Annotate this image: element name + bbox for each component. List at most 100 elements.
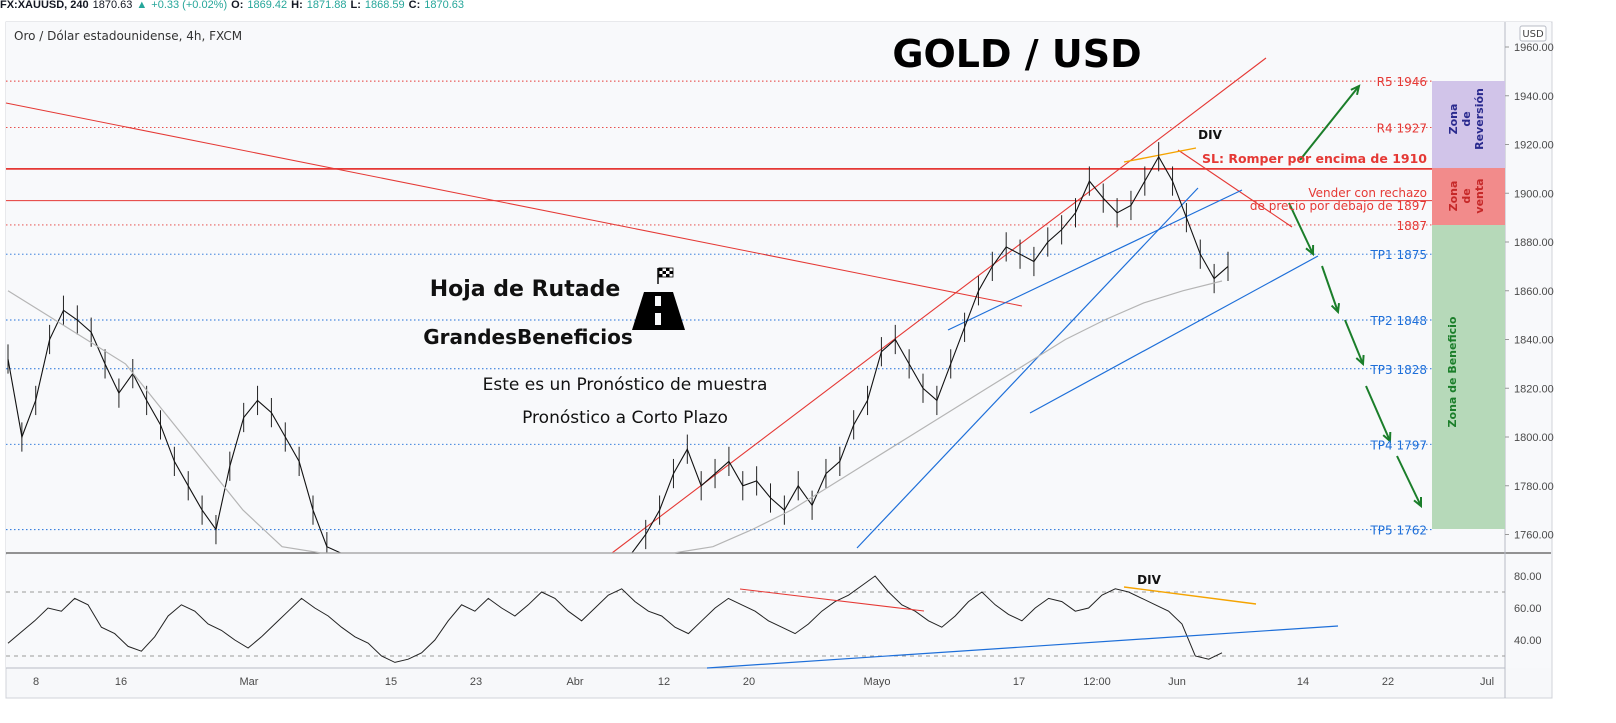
level-label: R5 1946 bbox=[1377, 75, 1427, 89]
channel-uptrend-line bbox=[611, 57, 1267, 554]
time-tick-label: Abr bbox=[566, 676, 583, 688]
arrow-head-icon bbox=[1355, 354, 1365, 367]
time-tick-label: 20 bbox=[743, 676, 755, 688]
price-tick-label: 1840.00 bbox=[1514, 335, 1554, 347]
short-downtrend-line bbox=[1177, 149, 1293, 228]
low-value: 1868.59 bbox=[364, 0, 405, 11]
oscillator-pane[interactable] bbox=[6, 555, 1551, 668]
price-tick-label: 1820.00 bbox=[1514, 383, 1554, 395]
reversal-zone-label: Zona de Reversión bbox=[1447, 88, 1486, 150]
sell-note-line2: de precio por debajo de 1897 bbox=[1250, 199, 1427, 213]
time-tick-label: 12 bbox=[658, 676, 670, 688]
open-label: O: bbox=[231, 0, 244, 11]
high-label: H: bbox=[291, 0, 303, 11]
level-lines bbox=[6, 80, 1432, 531]
svg-text:Zona de Beneficio: Zona de Beneficio bbox=[1446, 316, 1459, 427]
forecast-arrow bbox=[1299, 85, 1360, 161]
arrow-head-icon bbox=[1382, 431, 1392, 444]
forecast-arrow bbox=[1344, 319, 1364, 365]
svg-text:Zona: Zona bbox=[1447, 181, 1460, 212]
profit-zone-label: Zona de Beneficio bbox=[1446, 316, 1459, 427]
price-tick-label: 1880.00 bbox=[1514, 237, 1554, 249]
oscillator-divergence-red bbox=[739, 588, 925, 612]
price-change: +0.33 (+0.02%) bbox=[151, 0, 228, 11]
sample-forecast-line1: Este es un Pronóstico de muestra bbox=[483, 375, 768, 395]
arrow-head-icon bbox=[1413, 497, 1422, 509]
stop-loss-label: SL: Romper por encima de 1910 bbox=[1202, 151, 1427, 166]
currency-badge[interactable] bbox=[1519, 25, 1547, 42]
sample-forecast-line2: Pronóstico a Corto Plazo bbox=[522, 408, 728, 428]
time-tick-label: 15 bbox=[385, 676, 397, 688]
price-tick-label: 1960.00 bbox=[1514, 42, 1554, 54]
forecast-arrow bbox=[1365, 385, 1391, 442]
oscillator-line bbox=[7, 575, 1223, 663]
oscillator-trendline bbox=[706, 625, 1339, 669]
arrow-head-icon bbox=[1350, 84, 1361, 96]
level-label: TP3 1828 bbox=[1369, 363, 1427, 377]
symbol-name[interactable]: FX:XAUUSD, 240 bbox=[0, 0, 89, 11]
low-label: L: bbox=[350, 0, 361, 11]
time-tick-label: 8 bbox=[33, 676, 39, 688]
forecast-arrow bbox=[1396, 455, 1422, 507]
price-pane[interactable] bbox=[6, 22, 1551, 553]
forecast-arrow bbox=[1321, 265, 1339, 313]
symbol-header: FX:XAUUSD, 240 1870.63 ▲ +0.33 (+0.02%) O: 18… bbox=[0, 0, 1616, 14]
level-label: R4 1927 bbox=[1377, 121, 1427, 135]
time-tick-label: Mayo bbox=[864, 676, 891, 688]
long-downtrend-line bbox=[5, 102, 1023, 307]
open-value: 1869.42 bbox=[247, 0, 288, 11]
up-arrow-icon: ▲ bbox=[136, 0, 148, 11]
oscillator-tick-label: 60.00 bbox=[1514, 603, 1542, 615]
price-tick-label: 1760.00 bbox=[1514, 530, 1554, 542]
support-line-lower bbox=[1029, 255, 1319, 414]
price-tick-label: 1900.00 bbox=[1514, 188, 1554, 200]
level-label: TP4 1797 bbox=[1369, 438, 1427, 452]
high-value: 1871.88 bbox=[306, 0, 347, 11]
roadmap-title-line2: GrandesBeneficios bbox=[423, 325, 633, 349]
price-tick-label: 1920.00 bbox=[1514, 140, 1554, 152]
oscillator-divergence-orange bbox=[1123, 586, 1257, 605]
trend-lines bbox=[5, 57, 1319, 554]
svg-text:Reversión: Reversión bbox=[1473, 88, 1486, 150]
svg-text:de: de bbox=[1460, 188, 1473, 203]
time-tick-label: 17 bbox=[1013, 676, 1025, 688]
level-label: 1887 bbox=[1396, 219, 1427, 233]
moving-average-line bbox=[7, 280, 1223, 554]
svg-text:Zona: Zona bbox=[1447, 104, 1460, 135]
level-labels: R5 1946 R4 1927 1887 TP1 1875 TP2 1848 TP3 18… bbox=[1369, 75, 1427, 538]
chart-title: GOLD / USD bbox=[892, 32, 1141, 76]
sell-note-line1: Vender con rechazo bbox=[1308, 186, 1427, 200]
road-icon bbox=[632, 292, 685, 330]
time-tick-label: 14 bbox=[1297, 676, 1309, 688]
oscillator-tick-label: 40.00 bbox=[1514, 635, 1542, 647]
close-label: C: bbox=[408, 0, 421, 11]
reversal-zone bbox=[1432, 81, 1505, 168]
price-tick-label: 1860.00 bbox=[1514, 286, 1554, 298]
svg-text:venta: venta bbox=[1473, 178, 1486, 213]
time-tick-label: Jun bbox=[1168, 676, 1186, 688]
time-tick-label: 16 bbox=[115, 676, 127, 688]
checkered-flag-icon bbox=[657, 267, 674, 284]
time-axis-ticks: 8 16 Mar 15 23 Abr 12 20 Mayo 17 12:00 Jun 14 22 Jul bbox=[33, 676, 1494, 688]
time-tick-label: Jul bbox=[1480, 676, 1494, 688]
forecast-arrows bbox=[1288, 84, 1422, 509]
sell-zone bbox=[1432, 168, 1505, 225]
divergence-label-price: DIV bbox=[1198, 128, 1222, 142]
price-axis-ticks: 1960.00 1940.00 1920.00 1900.00 1880.00 1860.… bbox=[1505, 42, 1554, 542]
level-label: TP2 1848 bbox=[1369, 314, 1427, 328]
support-line-upper bbox=[947, 189, 1243, 331]
time-tick-label: 12:00 bbox=[1083, 676, 1111, 688]
price-tick-label: 1940.00 bbox=[1514, 91, 1554, 103]
oscillator-tick-label: 80.00 bbox=[1514, 571, 1542, 583]
close-value: 1870.63 bbox=[424, 0, 465, 11]
time-tick-label: Mar bbox=[240, 676, 259, 688]
last-price: 1870.63 bbox=[92, 0, 133, 11]
level-label: TP5 1762 bbox=[1369, 524, 1427, 538]
chart-legend[interactable]: Oro / Dólar estadounidense, 4h, FXCM bbox=[14, 29, 242, 43]
time-tick-label: 23 bbox=[470, 676, 482, 688]
forecast-arrow bbox=[1288, 202, 1314, 255]
svg-text:de: de bbox=[1460, 111, 1473, 126]
arrow-head-icon bbox=[1330, 302, 1340, 315]
level-label: TP1 1875 bbox=[1369, 248, 1427, 262]
